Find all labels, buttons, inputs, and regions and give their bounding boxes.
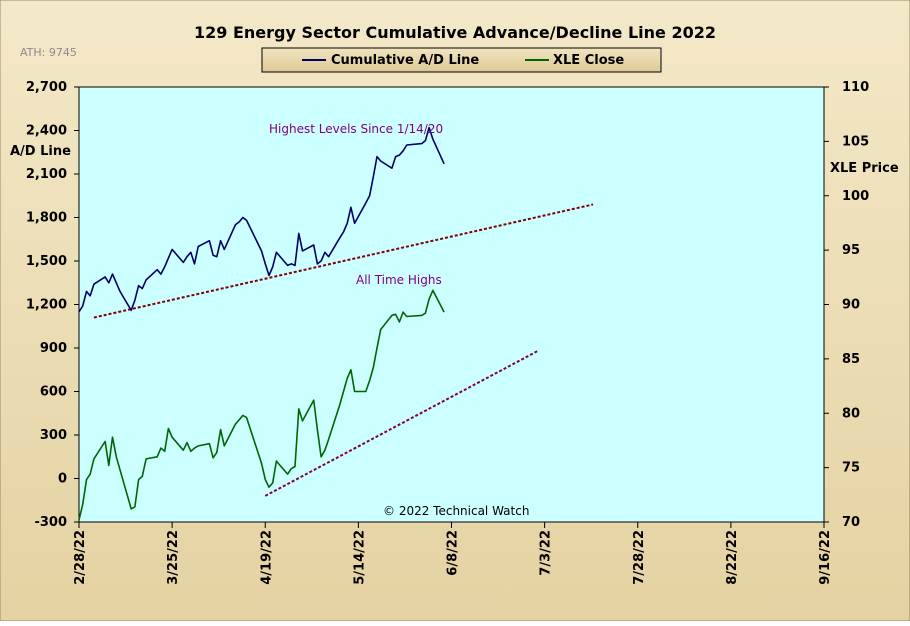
x-tick-label: 5/14/22 bbox=[352, 530, 367, 585]
left-tick-label: 600 bbox=[40, 385, 67, 400]
left-tick-label: 0 bbox=[58, 472, 67, 487]
right-tick-label: 70 bbox=[842, 515, 860, 530]
left-tick-label: 1,200 bbox=[26, 298, 67, 313]
right-tick-label: 95 bbox=[842, 243, 860, 258]
left-tick-label: 1,800 bbox=[26, 211, 67, 226]
right-tick-label: 90 bbox=[842, 298, 860, 313]
x-tick-label: 9/16/22 bbox=[818, 530, 833, 585]
right-axis-ticks: 110 105 100 95 90 85 80 75 70 bbox=[824, 80, 869, 530]
right-tick-label: 100 bbox=[842, 189, 869, 204]
right-tick-label: 110 bbox=[842, 80, 869, 95]
legend: Cumulative A/D Line XLE Close bbox=[261, 47, 662, 73]
left-axis-label: A/D Line bbox=[10, 144, 71, 159]
left-tick-label: 900 bbox=[40, 341, 67, 356]
x-tick-label: 3/25/22 bbox=[166, 530, 181, 585]
series-lines bbox=[78, 126, 445, 520]
x-tick-label: 2/28/22 bbox=[73, 530, 88, 585]
legend-label-xle: XLE Close bbox=[553, 53, 624, 68]
copyright-text: © 2022 Technical Watch bbox=[383, 504, 529, 518]
x-tick-label: 4/19/22 bbox=[259, 530, 274, 585]
x-tick-label: 7/28/22 bbox=[632, 530, 647, 585]
x-tick-label: 8/22/22 bbox=[725, 530, 740, 585]
x-tick-label: 6/8/22 bbox=[446, 530, 461, 576]
x-axis-ticks: 2/28/22 3/25/22 4/19/22 5/14/22 6/8/22 7/3/22… bbox=[73, 522, 833, 585]
right-axis-label: XLE Price bbox=[830, 161, 899, 176]
right-tick-label: 75 bbox=[842, 461, 860, 476]
trendlines bbox=[93, 203, 594, 497]
legend-label-ad: Cumulative A/D Line bbox=[331, 53, 479, 68]
series-line-xle bbox=[78, 289, 445, 520]
series-line-ad bbox=[78, 126, 445, 313]
legend-box bbox=[261, 47, 662, 73]
trendline-right bbox=[264, 350, 538, 497]
annotation-all-time-highs: All Time Highs bbox=[356, 273, 442, 287]
left-tick-label: 1,500 bbox=[26, 254, 67, 269]
chart-title: 129 Energy Sector Cumulative Advance/Dec… bbox=[194, 23, 716, 42]
left-axis-ticks: 2,700 2,400 2,100 1,800 1,500 1,200 900 600 300 0… bbox=[26, 80, 79, 530]
right-tick-label: 85 bbox=[842, 352, 860, 367]
left-tick-label: 300 bbox=[40, 428, 67, 443]
right-tick-label: 80 bbox=[842, 406, 860, 421]
left-tick-label: 2,100 bbox=[26, 167, 67, 182]
left-tick-label: 2,400 bbox=[26, 124, 67, 139]
left-tick-label: 2,700 bbox=[26, 80, 67, 95]
annotation-highest-levels: Highest Levels Since 1/14/20 bbox=[269, 122, 443, 136]
right-tick-label: 105 bbox=[842, 134, 869, 149]
left-tick-label: -300 bbox=[34, 515, 67, 530]
x-tick-label: 7/3/22 bbox=[539, 530, 554, 576]
plot-area bbox=[78, 86, 825, 523]
ath-label: ATH: 9745 bbox=[20, 46, 77, 59]
trendline-left bbox=[93, 203, 594, 319]
